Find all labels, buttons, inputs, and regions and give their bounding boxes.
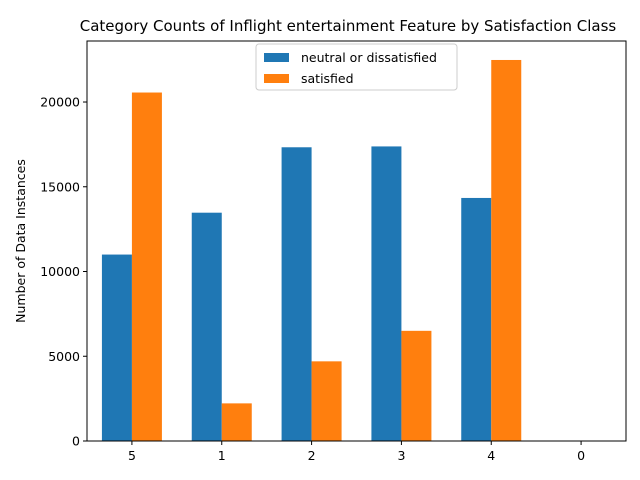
- legend-swatch-neutral-or-dissatisfied: [264, 53, 289, 62]
- chart-title: Category Counts of Inflight entertainmen…: [80, 17, 617, 35]
- y-axis-label-text: Number of Data Instances: [13, 159, 28, 323]
- bar-neutral-or-dissatisfied-3: [371, 146, 402, 442]
- y-tick-label: 10000: [40, 264, 80, 279]
- legend-swatch-satisfied: [264, 74, 289, 83]
- chart-title-text: Category Counts of Inflight entertainmen…: [80, 17, 617, 35]
- bar-satisfied-2: [311, 361, 342, 441]
- x-tick-label: 5: [128, 448, 136, 463]
- y-tick-label: 15000: [40, 179, 80, 194]
- axes-group: 0 5000 10000 15000 20000 5 1 2 3 4 0: [40, 40, 627, 463]
- bar-neutral-or-dissatisfied-4: [461, 197, 492, 441]
- y-axis-label: Number of Data Instances: [13, 159, 28, 323]
- x-tick-label: 4: [487, 448, 495, 463]
- x-tick-label: 2: [308, 448, 316, 463]
- bar-neutral-or-dissatisfied-2: [281, 147, 312, 441]
- bar-satisfied-1: [221, 403, 252, 441]
- bar-satisfied-4: [491, 59, 522, 441]
- x-tick-label: 3: [397, 448, 405, 463]
- y-tick-label: 0: [72, 434, 80, 449]
- bar-neutral-or-dissatisfied-1: [191, 212, 222, 441]
- legend: neutral or dissatisfied satisfied: [255, 43, 458, 91]
- x-tick-label: 0: [577, 448, 585, 463]
- legend-box: [255, 43, 458, 91]
- x-tick-label: 1: [218, 448, 226, 463]
- bars-group: [101, 59, 522, 442]
- bar-neutral-or-dissatisfied-5: [101, 254, 132, 441]
- legend-label-neutral-or-dissatisfied: neutral or dissatisfied: [301, 50, 437, 65]
- y-tick-label: 5000: [48, 349, 80, 364]
- bar-satisfied-3: [401, 330, 432, 441]
- bar-satisfied-5: [131, 92, 162, 441]
- plot-frame: [86, 40, 627, 442]
- legend-label-satisfied: satisfied: [301, 71, 354, 86]
- y-tick-label: 20000: [40, 95, 80, 110]
